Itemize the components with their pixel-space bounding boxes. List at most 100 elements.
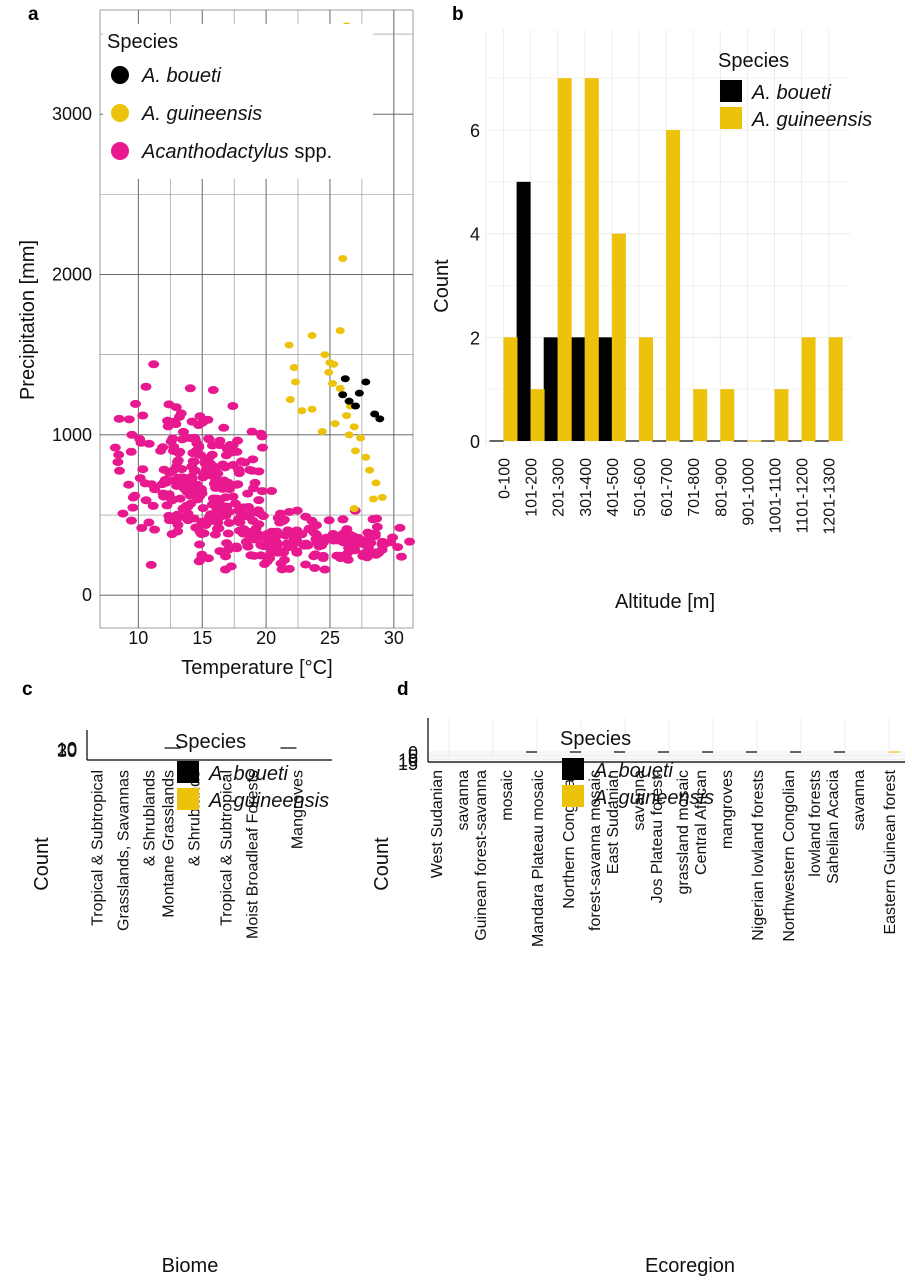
panel-a-point-acanthodactylus — [220, 552, 232, 561]
panel-a-point-acanthodactylus — [323, 516, 335, 525]
panel-c-legend-entry-1-label: A. guineensis — [208, 790, 329, 812]
panel-a-point-acanthodactylus — [193, 450, 205, 459]
panel-a-point-acanthodactylus — [318, 538, 330, 547]
panel-a-point-acanthodactylus — [176, 465, 188, 474]
panel-a-point-acanthodactylus — [125, 447, 137, 456]
panel-a-point-acanthodactylus — [211, 504, 223, 513]
panel-a-point-acanthodactylus — [295, 529, 307, 538]
panel-a-point — [285, 396, 295, 404]
panel-a-point-acanthodactylus — [143, 439, 155, 448]
panel-a-point-acanthodactylus — [173, 412, 185, 421]
panel-c-y-tick-label: 30 — [57, 741, 77, 761]
panel-a-point-acanthodactylus — [222, 529, 234, 538]
panel-a-legend-entry-2-label-rest: spp. — [289, 141, 332, 163]
panel-a-point-acanthodactylus — [288, 536, 300, 545]
panel-a-point-acanthodactylus — [232, 515, 244, 524]
panel-a-point-acanthodactylus — [218, 480, 230, 489]
panel-b-bar — [801, 337, 816, 441]
panel-a-y-tick-label: 3000 — [52, 104, 92, 124]
panel-b-legend-entry-0-key — [720, 80, 742, 102]
panel-d-category-label: savanna — [455, 770, 472, 831]
panel-a-point-acanthodactylus — [123, 415, 135, 424]
panel-a-point-acanthodactylus — [213, 524, 225, 533]
panel-a-point-acanthodactylus — [227, 492, 239, 501]
panel-a-point — [361, 453, 371, 461]
panel-a-point-acanthodactylus — [167, 434, 179, 443]
panel-c-legend-entry-1-label-italic: A. guineensis — [208, 790, 329, 812]
panel-a-point-acanthodactylus — [229, 499, 241, 508]
panel-a-point-acanthodactylus — [394, 523, 406, 532]
panel-a-point — [356, 434, 366, 442]
panel-a-point-acanthodactylus — [182, 516, 194, 525]
panel-b-series-a-guineensis — [503, 78, 843, 442]
panel-c-legend-entry-0-label-italic: A. boueti — [208, 763, 289, 785]
panel-a-x-tick-label: 15 — [192, 628, 212, 648]
panel-d-y-tick-label: 5 — [408, 747, 418, 767]
panel-a-y-axis-title: Precipitation [mm] — [17, 240, 39, 400]
panel-a-point — [349, 423, 359, 431]
panel-a-legend-entry-1-label-italic: A. guineensis — [141, 103, 262, 125]
panel-a-point-acanthodactylus — [242, 502, 254, 511]
panel-a-point — [349, 505, 359, 513]
panel-a-point-acanthodactylus — [182, 502, 194, 511]
panel-a-point-acanthodactylus — [278, 555, 290, 564]
panel-d-x-axis-title: Ecoregion — [645, 1255, 735, 1277]
panel-a-point-acanthodactylus — [243, 531, 255, 540]
panel-a-point — [324, 368, 334, 376]
panel-a-point-acanthodactylus — [166, 496, 178, 505]
panel-a-point-acanthodactylus — [219, 463, 231, 472]
panel-a-point-acanthodactylus — [113, 450, 125, 459]
panel-a-point-acanthodactylus — [196, 519, 208, 528]
panel-d-category-label: East Sudanian — [605, 770, 622, 874]
panel-d-legend-entry-0-key — [562, 758, 584, 780]
panel-b-category-label: 501-600 — [632, 458, 649, 517]
panel-a-point-acanthodactylus — [253, 496, 265, 505]
panel-a-y-tick-label: 2000 — [52, 265, 92, 285]
panel-a-point — [344, 397, 354, 405]
panel-a-y-tick-label: 0 — [82, 585, 92, 605]
panel-a-point — [338, 391, 348, 399]
panel-a-point-acanthodactylus — [239, 458, 251, 467]
panel-a-point — [289, 364, 299, 372]
panel-d-category-label: Guinean forest-savanna — [473, 770, 490, 941]
panel-a-point-acanthodactylus — [130, 399, 142, 408]
panel-a-point-acanthodactylus — [203, 434, 215, 443]
panel-a-point — [361, 378, 371, 386]
panel-b-bar — [693, 389, 708, 441]
panel-a-point-acanthodactylus — [342, 555, 354, 564]
panel-a-point-acanthodactylus — [378, 540, 390, 549]
panel-b-bar — [639, 337, 653, 441]
panel-a-point — [351, 402, 361, 410]
panel-a-point-acanthodactylus — [137, 411, 149, 420]
panel-a-point-acanthodactylus — [392, 543, 404, 552]
panel-a-point-acanthodactylus — [310, 521, 322, 530]
panel-a-point — [351, 447, 361, 455]
panel-a-point-acanthodactylus — [334, 551, 346, 560]
panel-b-y-tick-label: 4 — [470, 225, 480, 245]
panel-a-point-acanthodactylus — [365, 529, 377, 538]
panel-a-point-acanthodactylus — [310, 530, 322, 539]
panel-c-category-label: & Shrublands — [187, 770, 204, 866]
panel-b-category-label: 701-800 — [686, 458, 703, 517]
panel-b-bar — [666, 130, 681, 441]
panel-a-point-acanthodactylus — [193, 443, 205, 452]
panel-a-point-acanthodactylus — [163, 511, 175, 520]
panel-c-y-tick-label: 20 — [57, 740, 77, 760]
panel-d-category-label: savanna — [851, 770, 868, 831]
panel-b-bar — [516, 181, 531, 442]
panel-a-point-acanthodactylus — [291, 506, 303, 515]
panel-b-category-label: 1201-1300 — [822, 458, 839, 535]
panel-b-bar — [774, 389, 789, 441]
panel-a-point-acanthodactylus — [252, 506, 264, 515]
panel-a-point-acanthodactylus — [248, 551, 260, 560]
panel-c-category-label: Moist Broadleaf Forests — [245, 770, 262, 939]
panel-a-point — [344, 431, 354, 439]
panel-a-x-axis-title: Temperature [°C] — [181, 657, 332, 679]
panel-a-letter: a — [28, 4, 39, 25]
panel-a-point — [307, 405, 317, 413]
panel-b-bar — [584, 78, 599, 442]
panel-a-point — [371, 479, 381, 487]
panel-a-point-acanthodactylus — [117, 509, 129, 518]
panel-a-point-acanthodactylus — [172, 527, 184, 536]
panel-b-bar — [597, 337, 612, 441]
